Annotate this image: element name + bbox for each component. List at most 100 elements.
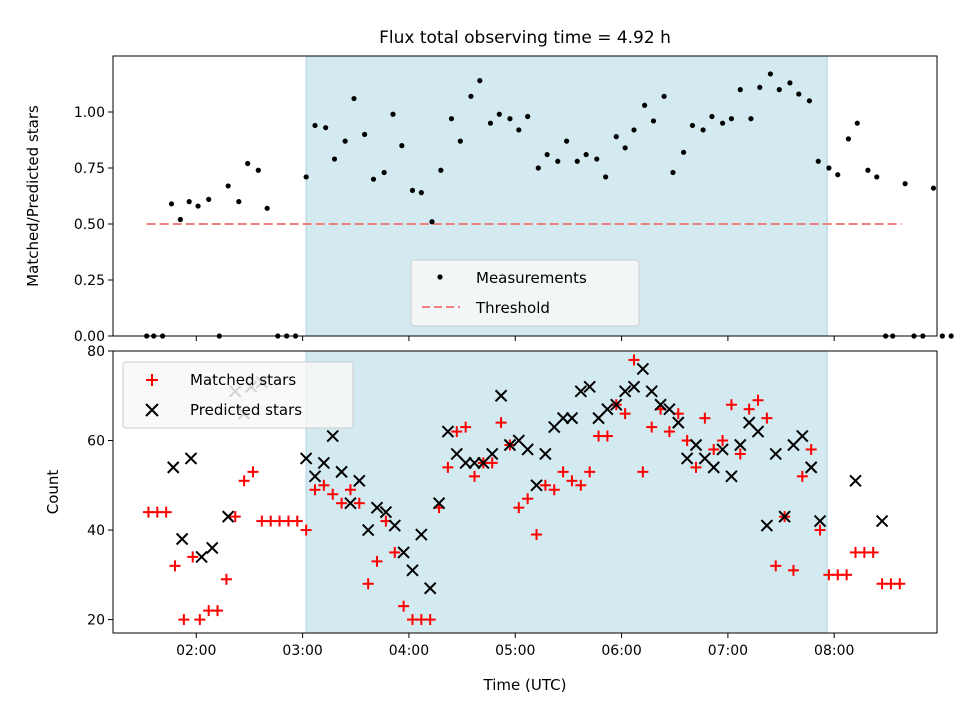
top-y-tick-label: 1.00 xyxy=(74,105,105,121)
measurement-point xyxy=(642,102,648,108)
measurement-point xyxy=(507,116,513,122)
predicted-star-point xyxy=(335,465,348,479)
x-tick-label: 04:00 xyxy=(389,643,429,659)
measurement-point xyxy=(709,113,715,120)
predicted-star-point xyxy=(195,550,208,564)
measurement-point xyxy=(939,333,945,339)
predicted-star-point xyxy=(432,496,446,510)
top-legend-box xyxy=(410,259,640,327)
matched-star-point xyxy=(238,475,250,487)
measurement-point xyxy=(854,120,860,126)
measurement-point xyxy=(342,138,348,144)
matched-star-point xyxy=(699,412,711,424)
legend-matched-marker xyxy=(146,374,158,386)
matched-star-point xyxy=(557,466,569,478)
legend-threshold-label: Threshold xyxy=(475,299,550,317)
measurement-point xyxy=(930,185,937,191)
matched-star-point xyxy=(575,479,587,491)
top-y-tick-label: 0.25 xyxy=(74,273,105,289)
measurement-point xyxy=(370,176,377,182)
predicted-star-point xyxy=(645,385,658,398)
top-legend: Measurements Threshold xyxy=(410,259,640,327)
predicted-star-point xyxy=(680,452,694,465)
bottom-plot-frame xyxy=(112,350,938,634)
predicted-star-point xyxy=(353,474,366,488)
matched-star-point xyxy=(187,551,199,563)
predicted-star-point xyxy=(601,402,614,416)
measurement-point xyxy=(303,174,309,180)
predicted-star-point xyxy=(326,429,339,443)
matched-star-point xyxy=(539,479,551,491)
matched-star-point xyxy=(229,511,241,523)
measurement-point xyxy=(737,87,743,93)
measurement-point xyxy=(409,187,416,193)
measurement-point xyxy=(796,91,802,97)
matched-star-point xyxy=(318,479,330,491)
predicted-star-point xyxy=(406,564,419,577)
measurement-point xyxy=(748,116,754,122)
matched-star-point xyxy=(371,555,383,567)
predicted-star-point xyxy=(184,452,198,465)
predicted-star-point xyxy=(610,398,623,411)
matched-star-point xyxy=(247,466,259,478)
x-tick-label: 06:00 xyxy=(601,643,641,659)
matched-star-point xyxy=(867,546,879,558)
measurement-point xyxy=(583,151,589,158)
matched-star-point xyxy=(353,497,365,509)
measurement-point xyxy=(728,116,735,122)
measurement-point xyxy=(477,78,483,84)
legend-measurement-marker xyxy=(437,274,443,280)
predicted-star-point xyxy=(672,416,685,429)
matched-star-point xyxy=(389,546,401,558)
measurement-point xyxy=(264,205,270,211)
legend-predicted-label: Predicted stars xyxy=(190,401,302,419)
measurement-point xyxy=(948,333,954,339)
measurement-point xyxy=(186,199,192,205)
measurement-point xyxy=(806,98,813,104)
predicted-star-point xyxy=(370,501,384,514)
predicted-star-point xyxy=(556,411,570,425)
measurement-point xyxy=(719,120,726,126)
measurement-point xyxy=(815,158,821,164)
predicted-star-point xyxy=(813,514,827,528)
top-y-tick-label: 0.50 xyxy=(74,217,105,233)
predicted-star-point xyxy=(565,411,579,425)
x-tick-label: 08:00 xyxy=(814,643,854,659)
predicted-star-point xyxy=(206,541,219,555)
top-plot-frame xyxy=(112,55,938,337)
measurement-point xyxy=(564,138,570,144)
predicted-star-point xyxy=(804,461,818,474)
predicted-star-point xyxy=(689,438,703,452)
predicted-star-point xyxy=(539,447,552,461)
measurement-point xyxy=(574,158,580,164)
predicted-star-point xyxy=(707,461,720,474)
measurement-point xyxy=(225,183,231,189)
measurement-point xyxy=(787,80,793,86)
matched-star-point xyxy=(734,448,746,460)
predicted-star-point xyxy=(769,447,782,461)
measurement-point xyxy=(448,116,455,122)
predicted-star-point xyxy=(654,398,667,411)
measurement-point xyxy=(255,167,261,173)
matched-star-point xyxy=(725,399,737,411)
measurement-point xyxy=(177,216,183,223)
measurement-point xyxy=(457,138,463,144)
x-tick-label: 03:00 xyxy=(282,643,322,659)
bottom-y-tick-label: 20 xyxy=(87,613,105,629)
predicted-star-point xyxy=(716,443,729,456)
matched-star-point xyxy=(717,435,729,447)
matched-star-point xyxy=(300,524,312,536)
matched-star-point xyxy=(637,466,649,478)
matched-star-point xyxy=(761,412,773,424)
matched-star-point xyxy=(194,614,206,626)
legend-matched-label: Matched stars xyxy=(190,371,296,389)
matched-star-point xyxy=(628,354,640,366)
measurement-point xyxy=(555,158,561,164)
measurement-point xyxy=(670,169,676,176)
measurement-point xyxy=(613,134,619,140)
measurement-point xyxy=(418,190,424,196)
measurement-point xyxy=(168,201,175,207)
matched-star-point xyxy=(548,484,560,496)
matched-star-point xyxy=(178,614,190,626)
